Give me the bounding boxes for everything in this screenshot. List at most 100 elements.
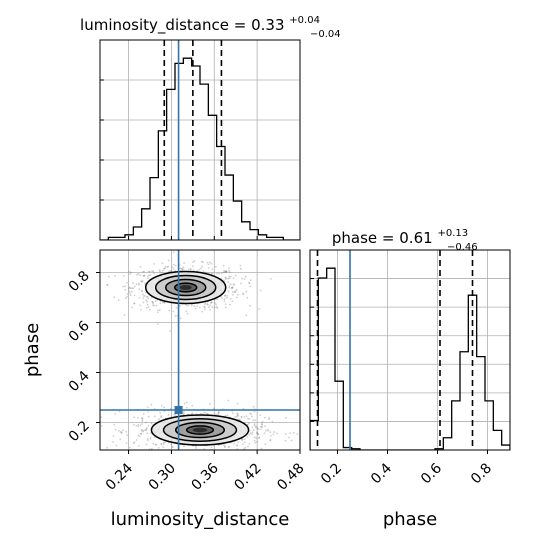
scatter-point <box>245 290 248 293</box>
scatter-point <box>185 310 188 313</box>
scatter-point <box>181 451 183 453</box>
scatter-point <box>154 458 156 460</box>
scatter-point <box>261 423 263 425</box>
scatter-point <box>211 306 214 308</box>
scatter-point <box>243 416 246 418</box>
scatter-point <box>157 309 159 312</box>
scatter-point <box>210 446 213 449</box>
scatter-point <box>163 441 166 444</box>
scatter-point <box>216 456 218 458</box>
scatter-point <box>236 444 239 447</box>
scatter-point <box>141 428 143 431</box>
luminosity-distance-lower-error: −0.04 <box>310 29 341 40</box>
scatter-point <box>241 277 243 280</box>
scatter-contour-panel: 0.24 0.30 0.36 0.42 0.48 0.2 0.4 0.6 0.8 <box>66 249 308 494</box>
scatter-point <box>133 302 136 305</box>
scatter-point <box>160 415 163 417</box>
scatter-point <box>259 289 262 292</box>
scatter-point <box>157 323 159 325</box>
axes-frame <box>309 249 511 451</box>
scatter-point <box>259 428 262 431</box>
scatter-point <box>204 303 207 305</box>
scatter-point <box>228 445 231 448</box>
scatter-point <box>192 269 195 272</box>
scatter-point <box>125 442 128 444</box>
scatter-point <box>150 422 153 425</box>
scatter-point <box>145 443 148 446</box>
scatter-point <box>106 284 109 286</box>
x-tick-label: 0.36 <box>189 460 222 493</box>
scatter-point <box>224 270 227 273</box>
scatter-point <box>113 296 116 299</box>
scatter-point <box>217 411 220 413</box>
scatter-point <box>164 265 167 268</box>
scatter-point <box>179 317 182 320</box>
scatter-point <box>147 439 149 442</box>
scatter-point <box>226 295 229 297</box>
contour-line <box>185 425 215 435</box>
scatter-point <box>217 411 220 414</box>
axes-frame <box>99 39 301 241</box>
scatter-point <box>248 443 251 445</box>
scatter-point <box>247 445 249 448</box>
scatter-point <box>203 411 206 414</box>
scatter-point <box>211 301 213 304</box>
scatter-point <box>139 304 141 307</box>
scatter-point <box>133 441 136 444</box>
scatter-point <box>133 416 135 419</box>
scatter-point <box>242 292 244 295</box>
scatter-point <box>264 425 266 428</box>
scatter-point <box>160 404 163 407</box>
scatter-point <box>147 415 150 418</box>
scatter-point <box>203 305 206 308</box>
x-tick-label: 0.6 <box>418 460 445 487</box>
scatter-point <box>140 433 142 435</box>
scatter-point <box>207 263 210 266</box>
scatter-point <box>145 421 148 424</box>
scatter-point <box>153 304 155 307</box>
scatter-point <box>243 278 246 280</box>
scatter-point <box>264 429 267 432</box>
scatter-point <box>135 424 138 427</box>
scatter-point <box>147 297 150 300</box>
scatter-point <box>136 416 139 419</box>
scatter-point <box>142 275 145 277</box>
scatter-point <box>257 428 259 430</box>
scatter-point <box>211 454 213 456</box>
scatter-point <box>231 287 234 289</box>
scatter-point <box>213 302 216 304</box>
scatter-point <box>206 261 209 264</box>
scatter-point <box>233 291 236 293</box>
scatter-point <box>142 270 144 273</box>
scatter-point <box>161 269 164 272</box>
contour-line <box>173 282 198 293</box>
scatter-point <box>119 438 122 441</box>
scatter-point <box>244 275 247 278</box>
scatter-point <box>124 285 126 287</box>
scatter-point <box>180 268 183 270</box>
scatter-point <box>215 305 218 308</box>
scatter-point <box>122 275 125 277</box>
scatter-point <box>112 435 115 437</box>
scatter-point <box>209 403 211 405</box>
scatter-point <box>224 294 227 297</box>
scatter-point <box>225 270 228 273</box>
scatter-point <box>194 445 197 448</box>
scatter-point <box>250 415 253 418</box>
scatter-point <box>138 282 140 285</box>
scatter-point <box>256 432 258 435</box>
scatter-point <box>236 412 239 415</box>
scatter-point <box>246 436 249 438</box>
scatter-point <box>206 452 208 454</box>
scatter-point <box>139 265 142 268</box>
phase-title: phase = 0.61 +0.13 <box>332 228 468 247</box>
scatter-point <box>146 296 149 298</box>
x-tick-label: 0.2 <box>318 460 345 487</box>
scatter-point <box>171 446 174 449</box>
scatter-point <box>214 265 217 268</box>
phase-histogram <box>310 267 510 450</box>
scatter-point <box>243 448 246 450</box>
scatter-point <box>150 447 153 450</box>
axes-frame <box>99 249 301 451</box>
